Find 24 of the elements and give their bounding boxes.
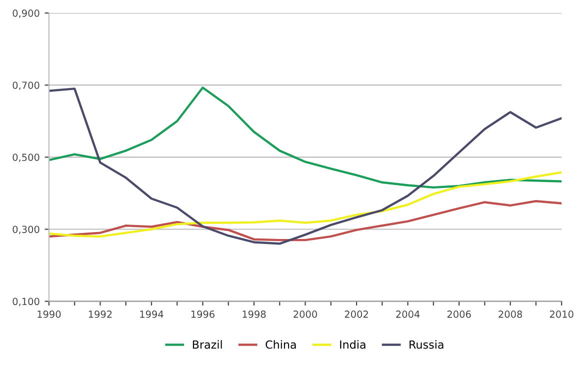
x-tick-label: 2004 (396, 310, 420, 318)
x-tick-label: 1992 (88, 310, 112, 318)
y-tick-label: 0,300 (12, 226, 40, 234)
line-series (48, 171, 562, 238)
x-tick-label: 2008 (498, 310, 522, 318)
legend-label: Brazil (192, 340, 222, 349)
x-tick-label: 2000 (294, 310, 318, 318)
x-tick-label: 2002 (344, 310, 368, 318)
legend-label: Russia (410, 340, 444, 349)
line-series (48, 88, 562, 245)
x-tick-label: 2010 (550, 310, 574, 318)
legend-label: India (340, 340, 366, 349)
y-tick-label: 0,100 (12, 298, 40, 306)
x-tick-label: 2006 (447, 310, 471, 318)
line-series (48, 200, 562, 242)
legend-label: China (266, 340, 296, 349)
x-tick-label: 1994 (140, 310, 164, 318)
y-tick-label: 0,900 (12, 10, 40, 18)
y-tick-label: 0,500 (12, 154, 40, 162)
x-tick-label: 1996 (191, 310, 215, 318)
y-tick-label: 0,700 (12, 82, 40, 90)
x-tick-label: 1990 (38, 310, 61, 318)
x-tick-label: 1998 (242, 310, 266, 318)
line-series (48, 86, 562, 189)
